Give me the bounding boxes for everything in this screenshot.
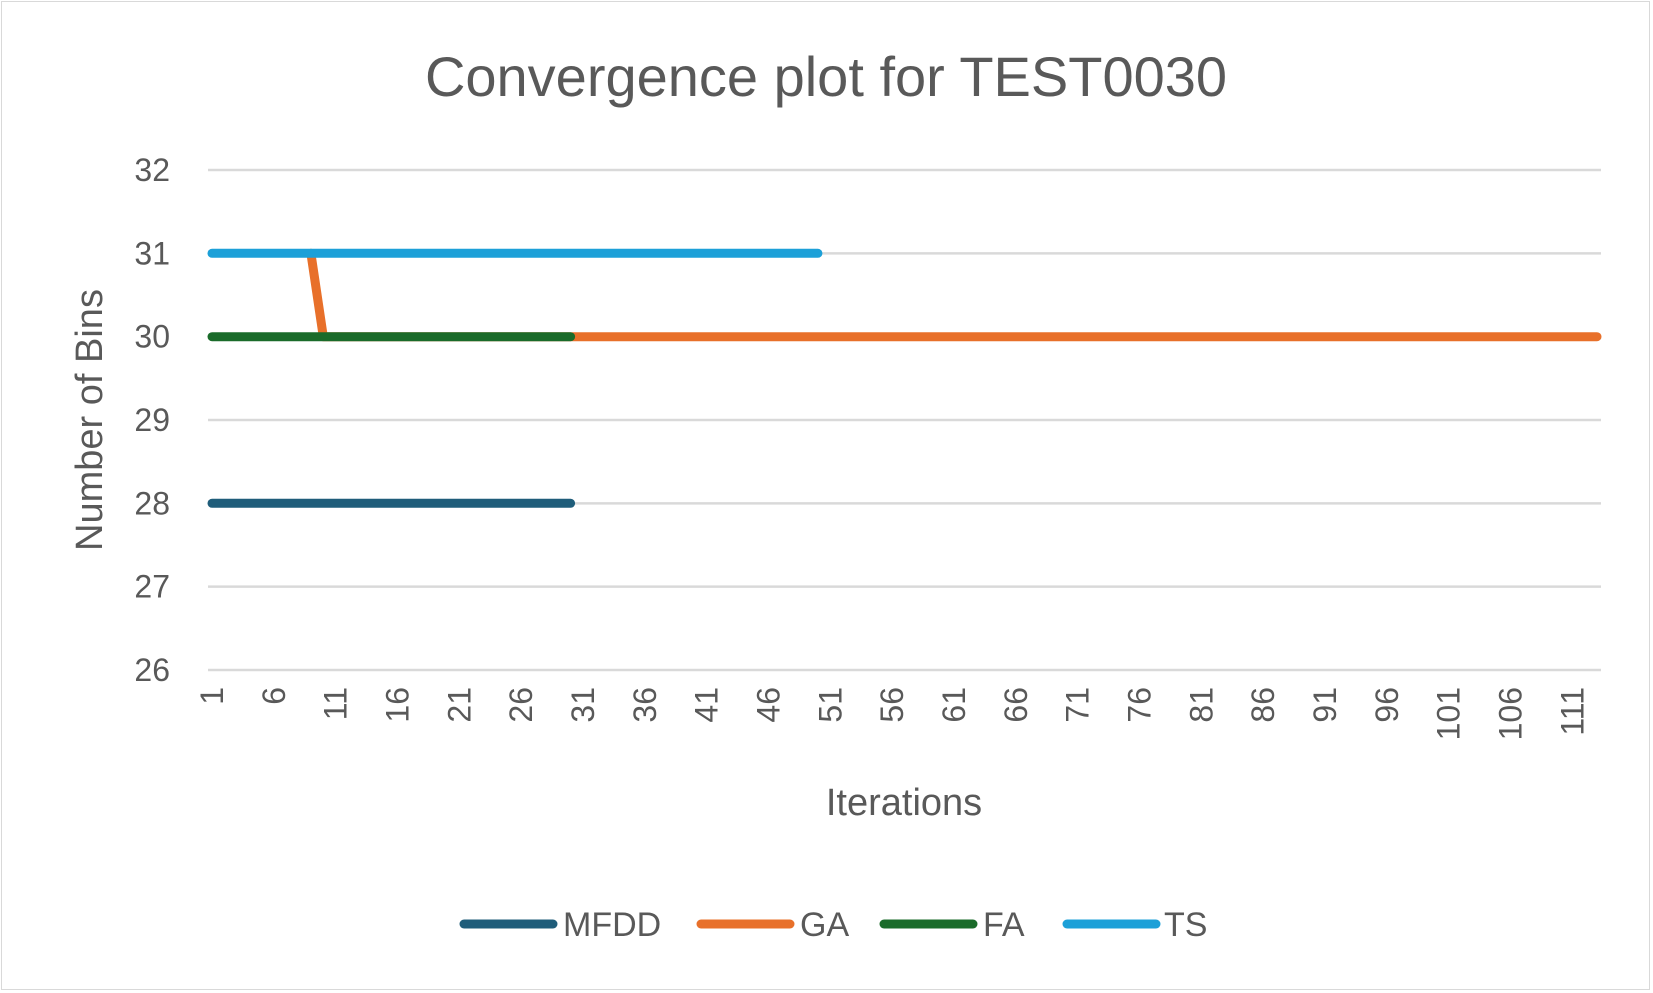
x-tick-label-61: 61 xyxy=(936,687,972,723)
x-tick-label-86: 86 xyxy=(1245,687,1281,723)
y-tick-label-27: 27 xyxy=(134,569,170,605)
series-lines xyxy=(207,248,1602,508)
legend: MFDD GA FA TS xyxy=(459,906,1207,944)
x-tick-label-36: 36 xyxy=(627,687,663,723)
legend-label-ga: GA xyxy=(800,906,849,944)
y-tick-label-32: 32 xyxy=(134,152,170,188)
x-tick-label-71: 71 xyxy=(1060,687,1096,723)
y-axis-ticks: 26 27 28 29 30 31 32 xyxy=(134,152,170,688)
legend-label-ts: TS xyxy=(1164,906,1207,944)
x-tick-label-21: 21 xyxy=(441,687,477,723)
y-tick-label-28: 28 xyxy=(134,485,170,521)
x-tick-label-16: 16 xyxy=(379,687,415,723)
x-tick-label-91: 91 xyxy=(1307,687,1343,723)
x-tick-label-96: 96 xyxy=(1369,687,1405,723)
x-tick-label-6: 6 xyxy=(256,687,292,705)
legend-label-fa: FA xyxy=(983,906,1025,944)
x-tick-label-46: 46 xyxy=(750,687,786,723)
legend-label-mfdd: MFDD xyxy=(563,906,661,944)
x-tick-label-11: 11 xyxy=(318,687,354,720)
y-tick-label-26: 26 xyxy=(134,652,170,688)
x-tick-label-41: 41 xyxy=(689,687,725,723)
y-axis-title: Number of Bins xyxy=(69,289,111,551)
y-tick-label-29: 29 xyxy=(134,402,170,438)
x-tick-label-101: 101 xyxy=(1431,687,1467,740)
x-tick-label-111: 111 xyxy=(1554,687,1590,736)
x-tick-label-106: 106 xyxy=(1492,687,1528,740)
x-tick-label-31: 31 xyxy=(565,687,601,723)
gridlines xyxy=(208,168,1601,672)
chart-title: Convergence plot for TEST0030 xyxy=(425,45,1227,108)
y-tick-label-31: 31 xyxy=(134,235,170,271)
x-tick-label-66: 66 xyxy=(998,687,1034,723)
x-tick-label-51: 51 xyxy=(812,687,848,723)
x-axis-title: Iterations xyxy=(826,782,982,824)
x-axis-ticks: 1 6 11 16 21 26 31 36 41 46 51 56 61 66 71 76 81 86 91 96 10… xyxy=(194,687,1590,740)
x-tick-label-1: 1 xyxy=(194,687,230,705)
series-line-ga xyxy=(306,248,1602,342)
y-tick-label-30: 30 xyxy=(134,319,170,355)
x-tick-label-76: 76 xyxy=(1121,687,1157,723)
x-tick-label-81: 81 xyxy=(1183,687,1219,723)
x-tick-label-26: 26 xyxy=(503,687,539,723)
x-tick-label-56: 56 xyxy=(874,687,910,723)
